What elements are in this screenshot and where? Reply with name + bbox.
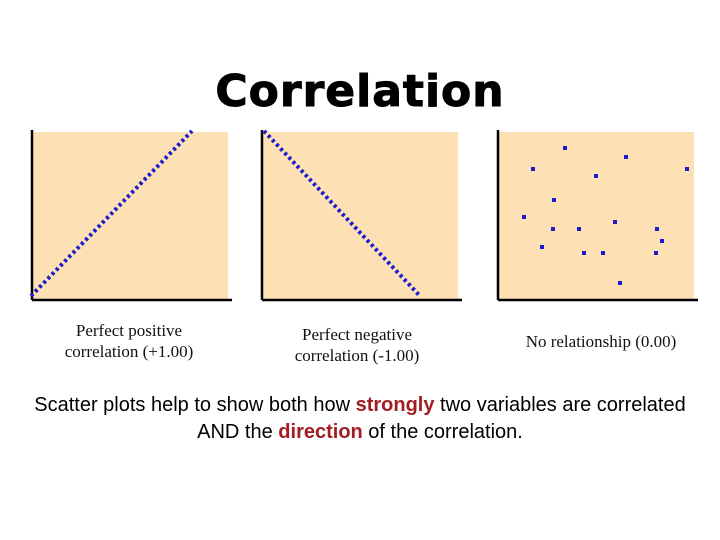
data-point xyxy=(654,251,658,255)
data-point xyxy=(685,167,689,171)
data-point xyxy=(577,227,581,231)
trend-dots-positive xyxy=(29,129,194,298)
scatter-points xyxy=(522,146,689,285)
caption-negative: Perfect negative correlation (-1.00) xyxy=(242,324,472,366)
data-point xyxy=(660,239,664,243)
plot-background xyxy=(32,132,228,300)
scatter-panel-none xyxy=(484,128,698,314)
summary-part-3: of the correlation. xyxy=(362,421,523,443)
scatter-panel-negative xyxy=(248,128,462,314)
data-point xyxy=(563,146,567,150)
plot-background xyxy=(498,132,694,300)
caption-line: Perfect negative xyxy=(302,325,412,344)
highlight-strongly: strongly xyxy=(355,394,435,416)
scatter-plot-none xyxy=(496,130,698,302)
data-point xyxy=(594,174,598,178)
scatter-plot-negative xyxy=(260,129,462,302)
plot-background xyxy=(262,132,458,300)
data-point xyxy=(531,167,535,171)
caption-line: No relationship (0.00) xyxy=(525,332,677,351)
caption-line: Perfect positive xyxy=(75,321,183,340)
highlight-direction: direction xyxy=(278,421,363,443)
scatter-plot-positive xyxy=(29,129,232,302)
data-point xyxy=(552,198,556,202)
data-point xyxy=(624,155,628,159)
data-point xyxy=(522,215,526,219)
data-point xyxy=(655,227,659,231)
scatter-panel-positive xyxy=(18,128,232,314)
summary-text: Scatter plots help to show both how stro… xyxy=(30,392,690,446)
data-point xyxy=(601,251,605,255)
caption-line: correlation (+1.00) xyxy=(64,342,194,361)
summary-part-1: Scatter plots help to show both how xyxy=(34,394,356,416)
data-point xyxy=(540,245,544,249)
caption-none: No relationship (0.00) xyxy=(490,331,712,352)
summary-part-2: two variables are correlated AND the xyxy=(197,394,686,443)
caption-positive: Perfect positive correlation (+1.00) xyxy=(14,320,244,362)
trend-dots-negative xyxy=(262,129,422,298)
data-point xyxy=(551,227,555,231)
caption-line: correlation (-1.00) xyxy=(294,346,420,365)
slide-title: Correlation xyxy=(215,66,505,118)
data-point xyxy=(618,281,622,285)
data-point xyxy=(613,220,617,224)
data-point xyxy=(582,251,586,255)
